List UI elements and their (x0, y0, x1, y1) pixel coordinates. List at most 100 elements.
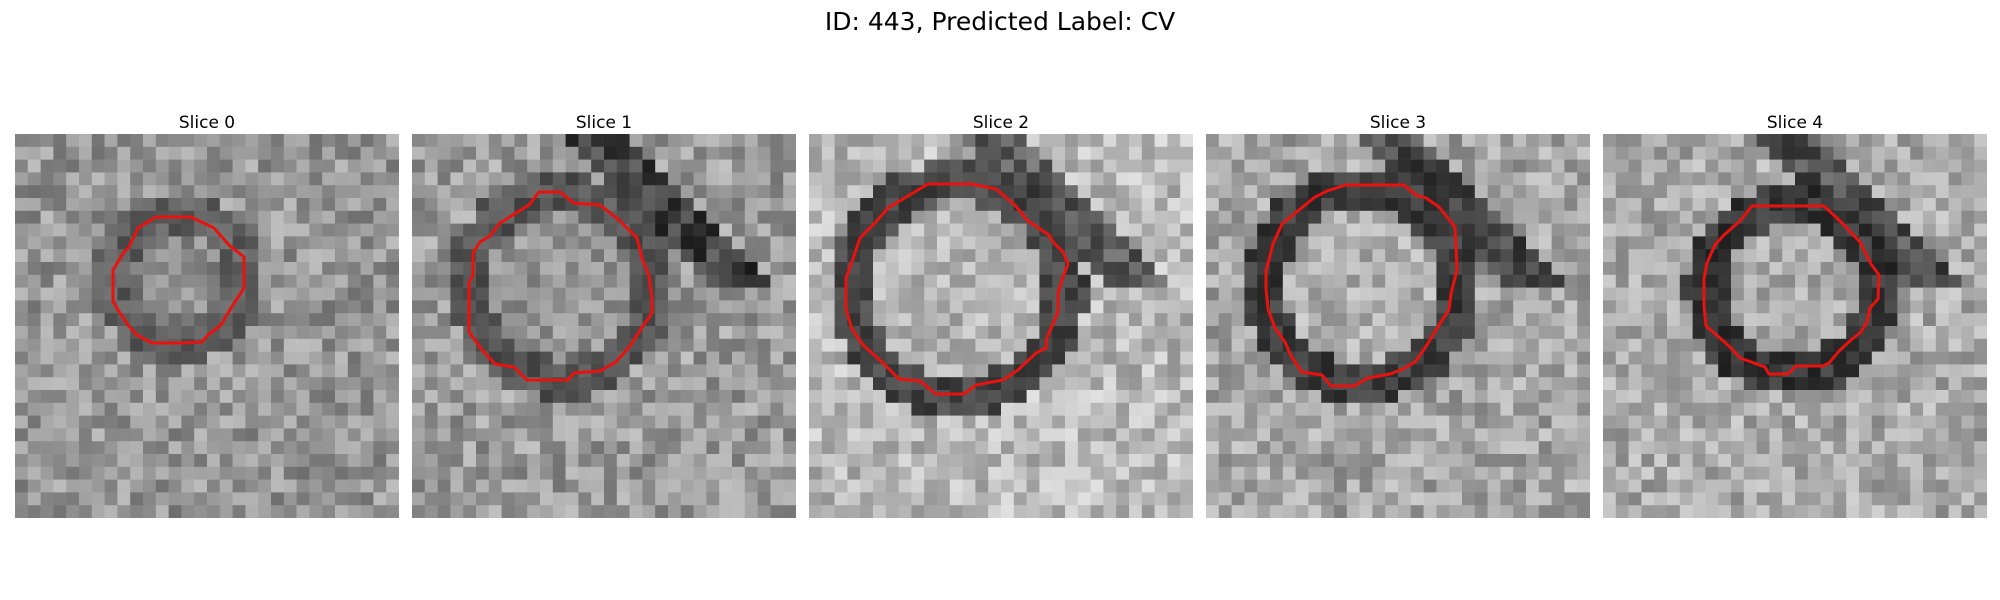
pixel (168, 428, 182, 442)
pixel (1052, 326, 1066, 340)
pixel (309, 364, 323, 378)
pixel (1731, 505, 1745, 518)
pixel (1321, 351, 1335, 365)
pixel (1859, 454, 1873, 468)
pixel (1410, 198, 1424, 212)
pixel (1359, 313, 1373, 327)
pixel (1026, 338, 1040, 352)
pixel (1935, 390, 1949, 404)
pixel (1474, 185, 1488, 199)
pixel (1231, 249, 1245, 263)
pixel (271, 454, 285, 468)
pixel (540, 172, 554, 186)
pixel (296, 364, 310, 378)
pixel (1871, 454, 1885, 468)
pixel (1013, 159, 1027, 173)
pixel (744, 262, 758, 276)
pixel (1103, 236, 1117, 250)
pixel (1090, 390, 1104, 404)
pixel (604, 428, 618, 442)
pixel (1372, 338, 1386, 352)
pixel (1923, 146, 1937, 160)
pixel (1628, 236, 1642, 250)
pixel (1731, 402, 1745, 416)
pixel (1270, 428, 1284, 442)
pixel (1961, 223, 1975, 237)
pixel (937, 210, 951, 224)
pixel (1436, 326, 1450, 340)
pixel (1129, 313, 1143, 327)
pixel (181, 159, 195, 173)
pixel (1564, 223, 1578, 237)
pixel (1039, 428, 1053, 442)
pixel (283, 249, 297, 263)
pixel (732, 441, 746, 455)
pixel (207, 134, 221, 148)
pixel (1282, 441, 1296, 455)
pixel (1282, 351, 1296, 365)
pixel (501, 287, 515, 301)
pixel (1308, 300, 1322, 314)
pixel (1628, 505, 1642, 518)
pixel (79, 390, 93, 404)
pixel (347, 198, 361, 212)
pixel (1948, 326, 1962, 340)
pixel (1026, 364, 1040, 378)
pixel (168, 146, 182, 160)
pixel (322, 364, 336, 378)
pixel (1948, 287, 1962, 301)
pixel (1961, 364, 1975, 378)
pixel (335, 454, 349, 468)
pixel (1141, 351, 1155, 365)
pixel (809, 441, 823, 455)
pixel (1154, 236, 1168, 250)
pixel (53, 377, 67, 391)
pixel (527, 338, 541, 352)
pixel (860, 185, 874, 199)
pixel (578, 134, 592, 148)
pixel (1154, 185, 1168, 199)
pixel (1884, 185, 1898, 199)
pixel (1974, 262, 1987, 276)
pixel (821, 134, 835, 148)
pixel (680, 505, 694, 518)
pixel (1526, 287, 1540, 301)
pixel (117, 441, 131, 455)
pixel (1948, 428, 1962, 442)
pixel (1346, 159, 1360, 173)
pixel (91, 198, 105, 212)
pixel (873, 262, 887, 276)
pixel (1436, 415, 1450, 429)
pixel (219, 441, 233, 455)
pixel (1795, 185, 1809, 199)
pixel (770, 402, 784, 416)
pixel (1282, 159, 1296, 173)
pixel (1013, 172, 1027, 186)
pixel (117, 274, 131, 288)
pixel (117, 300, 131, 314)
pixel (1065, 454, 1079, 468)
pixel (1218, 402, 1232, 416)
pixel (744, 313, 758, 327)
pixel (655, 172, 669, 186)
pixel (1410, 210, 1424, 224)
pixel (1731, 377, 1745, 391)
pixel (1039, 377, 1053, 391)
pixel (1974, 441, 1987, 455)
pixel (1513, 428, 1527, 442)
pixel (911, 274, 925, 288)
pixel (232, 377, 246, 391)
pixel (258, 159, 272, 173)
pixel (219, 287, 233, 301)
pixel (873, 402, 887, 416)
pixel (1206, 415, 1220, 429)
pixel (706, 300, 720, 314)
pixel (450, 454, 464, 468)
pixel (1679, 262, 1693, 276)
pixel (1154, 313, 1168, 327)
pixel (962, 338, 976, 352)
pixel (79, 185, 93, 199)
pixel (1077, 402, 1091, 416)
pixel (1628, 402, 1642, 416)
pixel (860, 428, 874, 442)
